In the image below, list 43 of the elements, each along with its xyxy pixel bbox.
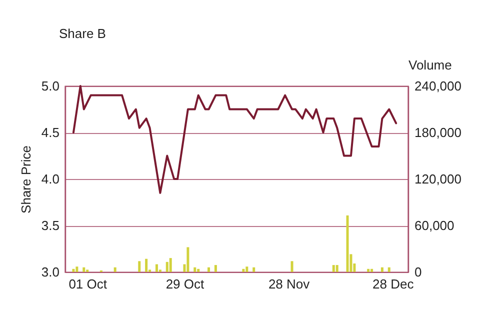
bar (138, 261, 141, 272)
bar (380, 267, 384, 272)
bar (145, 258, 148, 272)
bar (166, 262, 168, 272)
x-tick-label: 28 Dec (372, 276, 414, 292)
y-tick-label: 5.0 (41, 78, 60, 94)
bar (155, 264, 158, 272)
x-tick-label: 28 Nov (268, 276, 310, 292)
bar (290, 261, 294, 272)
bar (242, 268, 245, 272)
bar (208, 267, 210, 272)
y2-tick-label: 60,000 (414, 218, 454, 233)
bar (194, 267, 196, 272)
bar (169, 258, 172, 272)
bar (388, 267, 390, 272)
y-tick-label: 3.5 (41, 218, 60, 233)
line-series (72, 85, 398, 194)
bar (252, 267, 256, 272)
y2-tick-label: 120,000 (414, 172, 462, 186)
bar (82, 267, 86, 272)
x-tick-label: 01 Oct (68, 276, 108, 292)
bar (186, 247, 190, 272)
bar (370, 268, 374, 272)
y2-tick-label: 180,000 (414, 125, 462, 140)
bar (76, 266, 78, 272)
chart-title: Share B (59, 26, 106, 41)
bar (246, 266, 248, 272)
y2-tick-label: 0 (414, 264, 422, 280)
y2-tick-label: 240,000 (414, 78, 462, 94)
bar (214, 265, 217, 272)
bar (114, 267, 116, 272)
y-tick-label: 3.0 (41, 264, 60, 280)
bar (346, 215, 349, 272)
x-tick-label: 29 Oct (166, 276, 205, 292)
bar (72, 268, 75, 272)
y-tick-label: 4.5 (41, 125, 60, 140)
bar (332, 265, 335, 272)
y-axis-title: Share Price (18, 146, 34, 214)
y-tick-label: 4.0 (41, 172, 60, 186)
bar (197, 268, 200, 272)
y2-axis-title: Volume (408, 58, 452, 72)
bar (336, 265, 338, 272)
bar (367, 268, 370, 272)
